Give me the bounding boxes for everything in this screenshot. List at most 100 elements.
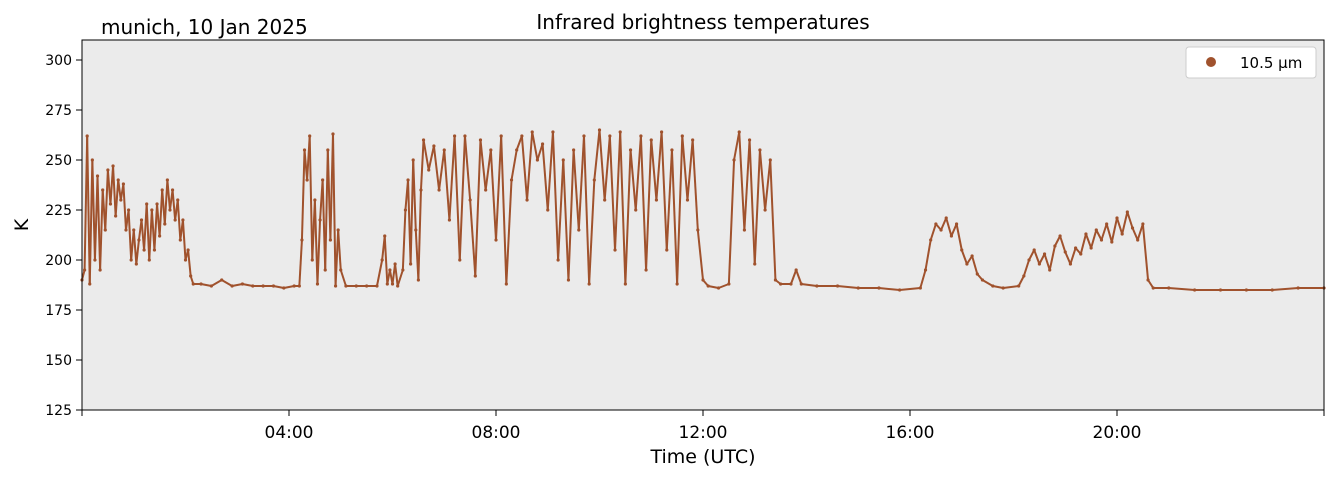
y-axis-ticks: 125 150 175 200 225 250 275 300 bbox=[45, 53, 82, 419]
series-trace-segment bbox=[1272, 287, 1299, 291]
series-trace-segment bbox=[339, 269, 347, 287]
series-trace-segment bbox=[453, 135, 461, 261]
series-trace-segment bbox=[1100, 223, 1108, 241]
series-trace-segment bbox=[1054, 235, 1061, 247]
series-trace-segment bbox=[981, 279, 994, 287]
legend-marker bbox=[1206, 57, 1216, 67]
series-trace-segment bbox=[526, 131, 534, 201]
series-trace-segment bbox=[691, 139, 699, 231]
series-trace-segment bbox=[489, 149, 497, 241]
series-trace-segment bbox=[743, 139, 751, 231]
series-trace-segment bbox=[1126, 211, 1134, 229]
series-trace-segment bbox=[448, 135, 456, 221]
series-trace-segment bbox=[639, 135, 648, 271]
series-trace-segment bbox=[396, 269, 404, 287]
series-trace-segment bbox=[801, 283, 817, 287]
series-trace-segment bbox=[1116, 217, 1124, 235]
series-trace-segment bbox=[738, 131, 746, 231]
series-trace-segment bbox=[158, 189, 164, 237]
series-trace-segment bbox=[919, 269, 927, 289]
series-trace-segment bbox=[929, 223, 937, 241]
series-trace-segment bbox=[427, 145, 435, 171]
series-trace-segment bbox=[686, 139, 694, 201]
x-tick-label: 12:00 bbox=[679, 423, 728, 443]
series-trace-segment bbox=[588, 179, 596, 285]
series-trace-segment bbox=[1131, 227, 1139, 241]
series-trace-segment bbox=[1095, 229, 1103, 241]
series-trace-segment bbox=[283, 285, 295, 289]
series-trace-segment bbox=[331, 133, 337, 287]
data-points bbox=[80, 128, 1326, 292]
series-trace-segment bbox=[375, 259, 384, 287]
series-trace-segment bbox=[660, 131, 668, 251]
series-trace-segment bbox=[412, 159, 417, 231]
series-trace-segment bbox=[114, 179, 120, 217]
series-trace-segment bbox=[619, 131, 627, 285]
series-trace-segment bbox=[316, 219, 322, 285]
series-trace-segment bbox=[582, 135, 591, 285]
series-trace-segment bbox=[1043, 253, 1051, 271]
y-tick-label: 200 bbox=[45, 253, 72, 269]
series-trace-segment bbox=[153, 203, 159, 251]
series-trace-segment bbox=[707, 285, 719, 289]
series-trace-segment bbox=[541, 143, 549, 211]
series-trace-segment bbox=[463, 135, 472, 201]
plot-area bbox=[82, 40, 1324, 410]
series-trace-segment bbox=[924, 239, 932, 271]
series-trace-segment bbox=[419, 139, 425, 191]
x-axis-label: Time (UTC) bbox=[649, 446, 755, 468]
series-trace-segment bbox=[505, 179, 513, 285]
series-trace-segment bbox=[520, 135, 529, 201]
series-trace-segment bbox=[940, 217, 948, 231]
series-trace-segment bbox=[634, 135, 642, 211]
chart-title: Infrared brightness temperatures bbox=[536, 10, 869, 34]
series-trace-segment bbox=[1003, 285, 1019, 289]
series-trace-segment bbox=[562, 159, 570, 281]
y-tick-label: 250 bbox=[45, 153, 72, 169]
series-trace-segment bbox=[727, 159, 736, 285]
series-trace-segment bbox=[515, 135, 523, 151]
series-trace-segment bbox=[645, 139, 653, 271]
series-trace-segment bbox=[681, 135, 689, 201]
series-trace-segment bbox=[298, 239, 303, 287]
series-trace-segment bbox=[945, 217, 953, 237]
y-axis-label: K bbox=[11, 218, 33, 231]
series-trace-segment bbox=[769, 159, 777, 281]
series-trace-segment bbox=[334, 229, 340, 287]
series-trace-segment bbox=[187, 249, 192, 277]
y-tick-label: 300 bbox=[45, 53, 72, 69]
series-trace-segment bbox=[438, 149, 446, 191]
series-trace-segment bbox=[99, 189, 104, 271]
series-trace-segment bbox=[1017, 275, 1025, 287]
y-tick-label: 225 bbox=[45, 203, 72, 219]
series-trace-segment bbox=[122, 183, 127, 231]
series-trace-segment bbox=[603, 135, 611, 201]
series-trace-segment bbox=[221, 279, 233, 287]
series-trace-segment bbox=[1069, 247, 1077, 265]
series-trace-segment bbox=[417, 189, 422, 281]
series-trace-segment bbox=[1136, 223, 1144, 241]
series-trace-segment bbox=[112, 165, 117, 217]
series-trace-segment bbox=[718, 283, 730, 289]
series-trace-segment bbox=[163, 179, 169, 225]
series-trace-segment bbox=[1121, 211, 1129, 235]
series-trace-segment bbox=[971, 255, 979, 275]
series-trace-segment bbox=[1090, 229, 1098, 249]
series-trace-segment bbox=[992, 285, 1004, 289]
series-trace-segment bbox=[176, 199, 182, 241]
series-trace-segment bbox=[551, 131, 560, 261]
series-trace-segment bbox=[383, 235, 389, 285]
series-trace-segment bbox=[308, 135, 314, 261]
series-trace-segment bbox=[409, 159, 415, 265]
series-trace-segment bbox=[443, 149, 451, 221]
series-trace-segment bbox=[500, 135, 508, 285]
series-trace-segment bbox=[955, 223, 963, 251]
series-trace-segment bbox=[1110, 217, 1118, 243]
series-trace-segment bbox=[655, 131, 663, 201]
series-trace-segment bbox=[567, 149, 575, 281]
series-trace-segment bbox=[166, 179, 171, 211]
series-trace-segment bbox=[181, 219, 187, 261]
x-tick-label: 08:00 bbox=[472, 423, 521, 443]
y-tick-label: 275 bbox=[45, 103, 72, 119]
